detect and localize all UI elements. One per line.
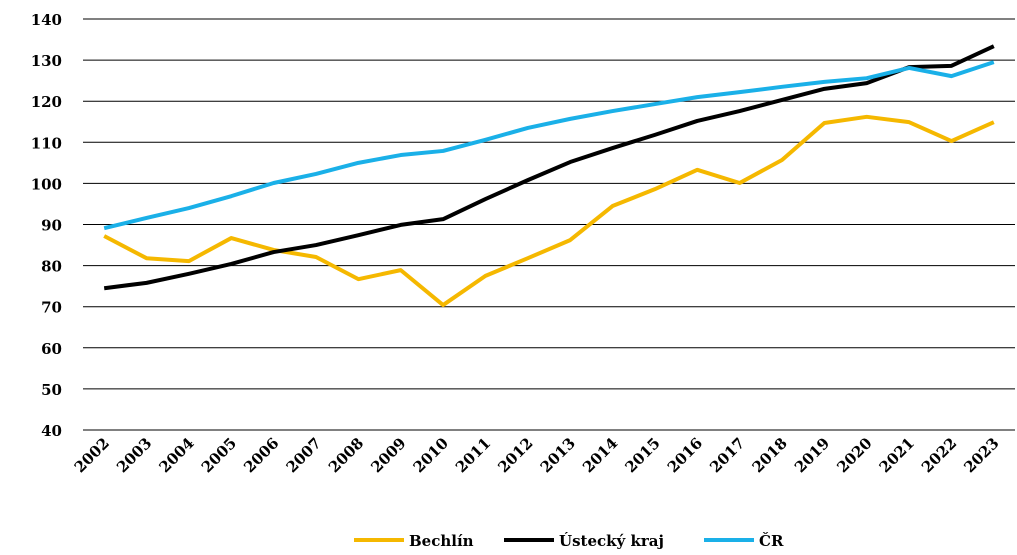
x-tick-label: 2002 — [71, 434, 113, 476]
series-line — [103, 44, 995, 291]
y-tick-label: 80 — [41, 258, 62, 276]
series-line — [103, 114, 995, 308]
x-tick-label: 2011 — [452, 434, 494, 476]
x-tick-label: 2005 — [198, 434, 240, 476]
x-tick-label: 2016 — [664, 434, 706, 476]
x-tick-label: 2022 — [918, 434, 960, 476]
x-tick-label: 2020 — [833, 434, 875, 476]
x-tick-label: 2004 — [155, 434, 197, 476]
y-tick-label: 60 — [41, 340, 62, 358]
y-tick-label: 90 — [41, 217, 62, 235]
legend-label: ČR — [759, 532, 784, 550]
x-tick-label: 2018 — [749, 434, 791, 476]
y-tick-label: 140 — [31, 11, 62, 29]
x-tick-label: 2014 — [579, 434, 621, 476]
x-tick-label: 2010 — [410, 434, 452, 476]
x-tick-label: 2021 — [876, 434, 918, 476]
y-tick-label: 40 — [41, 422, 62, 440]
x-tick-label: 2007 — [283, 434, 325, 476]
x-tick-label: 2015 — [621, 434, 663, 476]
x-tick-label: 2006 — [240, 434, 282, 476]
y-tick-label: 130 — [31, 52, 62, 70]
y-tick-label: 50 — [41, 381, 62, 399]
x-tick-label: 2019 — [791, 434, 833, 476]
x-tick-label: 2003 — [113, 434, 155, 476]
x-tick-label: 2009 — [367, 434, 409, 476]
x-tick-label: 2023 — [960, 434, 1002, 476]
x-tick-label: 2008 — [325, 434, 367, 476]
x-tick-label: 2012 — [494, 434, 536, 476]
legend-label: Bechlín — [409, 532, 474, 550]
y-tick-label: 70 — [41, 299, 62, 317]
series-line — [103, 60, 995, 231]
y-tick-label: 120 — [31, 93, 62, 111]
x-tick-label: 2017 — [706, 434, 748, 476]
y-tick-label: 100 — [31, 175, 62, 193]
y-tick-label: 110 — [31, 134, 62, 152]
legend-label: Ústecký kraj — [559, 532, 664, 550]
x-tick-label: 2013 — [537, 434, 579, 476]
